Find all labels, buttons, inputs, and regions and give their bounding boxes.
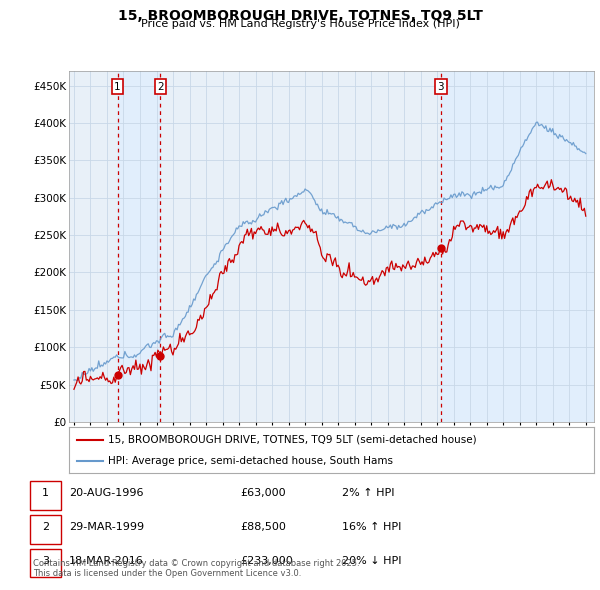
Text: 2: 2: [157, 81, 164, 91]
Text: 15, BROOMBOROUGH DRIVE, TOTNES, TQ9 5LT: 15, BROOMBOROUGH DRIVE, TOTNES, TQ9 5LT: [118, 9, 482, 24]
Text: 1: 1: [42, 489, 49, 498]
Text: £88,500: £88,500: [240, 522, 286, 532]
Text: Price paid vs. HM Land Registry's House Price Index (HPI): Price paid vs. HM Land Registry's House …: [140, 19, 460, 30]
Bar: [118, 71, 160, 422]
Text: £233,000: £233,000: [240, 556, 293, 566]
Text: 3: 3: [437, 81, 444, 91]
Text: HPI: Average price, semi-detached house, South Hams: HPI: Average price, semi-detached house,…: [109, 455, 394, 466]
Text: 1: 1: [114, 81, 121, 91]
Text: 15, BROOMBOROUGH DRIVE, TOTNES, TQ9 5LT (semi-detached house): 15, BROOMBOROUGH DRIVE, TOTNES, TQ9 5LT …: [109, 435, 477, 445]
Text: 2% ↑ HPI: 2% ↑ HPI: [342, 489, 395, 498]
Text: 20-AUG-1996: 20-AUG-1996: [69, 489, 143, 498]
Text: 3: 3: [42, 556, 49, 566]
Text: 18-MAR-2016: 18-MAR-2016: [69, 556, 144, 566]
Text: 16% ↑ HPI: 16% ↑ HPI: [342, 522, 401, 532]
Text: 20% ↓ HPI: 20% ↓ HPI: [342, 556, 401, 566]
Text: 2: 2: [42, 522, 49, 532]
Text: 29-MAR-1999: 29-MAR-1999: [69, 522, 144, 532]
Text: Contains HM Land Registry data © Crown copyright and database right 2025.
This d: Contains HM Land Registry data © Crown c…: [33, 559, 359, 578]
Bar: [440, 71, 594, 422]
Text: £63,000: £63,000: [240, 489, 286, 498]
